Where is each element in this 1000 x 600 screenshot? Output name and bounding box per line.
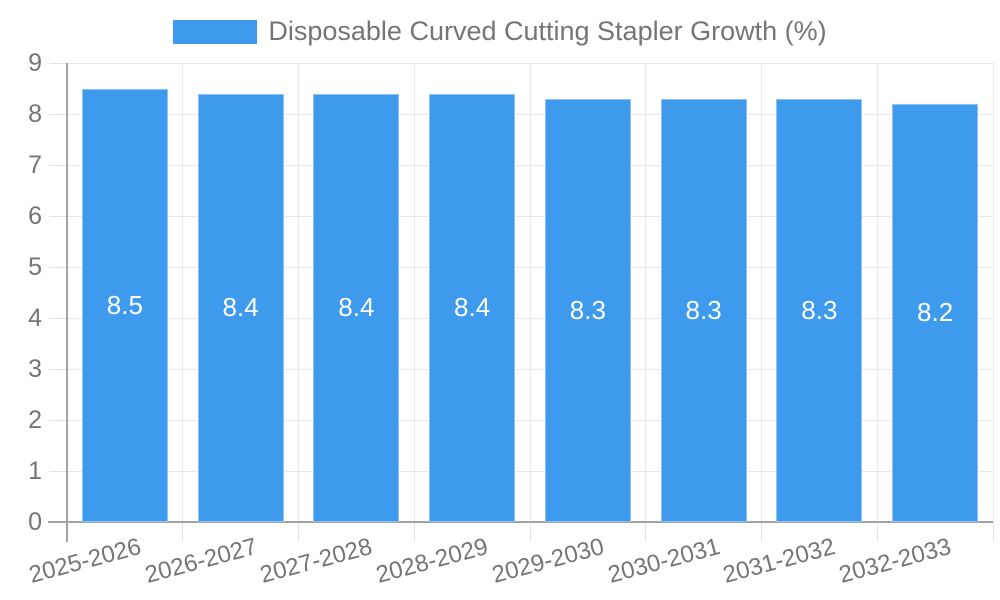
plot-area: 0 1 2 3 4 5 6 7 8 9 8.5 8.4 8.4 8.4 8.3 8.3 8.3 8.2 2025-2… [26,49,994,589]
y-axis-tick [49,368,67,370]
y-axis-tick-label: 6 [28,202,42,230]
bar[interactable]: 8.3 [544,98,631,522]
legend-swatch [173,19,258,44]
bar-value-label: 8.5 [106,289,143,320]
x-axis-tick [761,522,762,541]
x-axis-line [48,521,993,523]
x-axis-tick [645,522,647,541]
y-axis-tick-label: 9 [28,49,42,77]
chart-legend[interactable]: Disposable Curved Cutting Stapler Growth… [0,16,1000,47]
bar-value-label: 8.4 [454,292,491,323]
y-axis-tick [49,113,67,115]
x-gridline [992,63,994,522]
bar-value-label: 8.3 [569,294,606,325]
y-axis-line [66,63,68,542]
x-gridline [876,63,878,522]
x-gridline [298,63,299,522]
bar[interactable]: 8.4 [197,93,284,522]
x-gridline [182,63,184,522]
x-gridline [413,63,415,522]
x-axis-tick [876,522,878,541]
y-axis-tick [49,317,67,319]
y-axis-tick-label: 1 [28,457,42,485]
legend-label: Disposable Curved Cutting Stapler Growth… [268,16,827,46]
bar-value-label: 8.3 [685,294,722,325]
y-axis-tick [49,164,67,166]
x-axis-tick [529,522,531,541]
x-gridline [529,63,531,522]
bar[interactable]: 8.4 [429,93,516,522]
x-gridline [761,63,762,522]
y-axis-tick-label: 5 [28,253,42,281]
y-axis-tick-label: 7 [28,151,42,179]
bar-value-label: 8.4 [338,292,375,323]
y-axis-tick-label: 8 [28,100,42,128]
bar[interactable]: 8.3 [660,98,747,522]
y-axis-tick [49,215,67,217]
bar-value-label: 8.4 [222,292,259,323]
x-axis-tick [182,522,184,541]
y-axis-tick [49,419,67,421]
bar[interactable]: 8.2 [892,103,979,522]
y-axis-tick-label: 4 [28,304,42,332]
x-axis-tick [413,522,415,541]
y-axis-tick-label: 0 [28,508,42,536]
bar[interactable]: 8.3 [776,98,863,522]
bar[interactable]: 8.5 [81,88,168,522]
y-axis-tick [49,266,67,268]
bar-value-label: 8.2 [917,297,954,328]
x-axis-tick [298,522,299,541]
y-axis-tick-label: 3 [28,355,42,383]
y-axis-tick [49,62,67,64]
x-axis-tick [992,522,994,541]
x-gridline [645,63,647,522]
bar[interactable]: 8.4 [313,93,400,522]
y-axis-tick [49,470,67,472]
y-axis-tick-label: 2 [28,406,42,434]
bar-value-label: 8.3 [801,294,838,325]
